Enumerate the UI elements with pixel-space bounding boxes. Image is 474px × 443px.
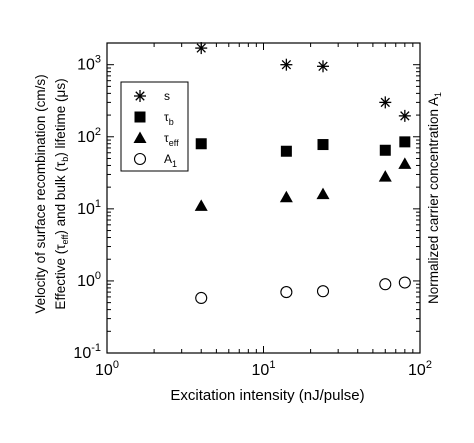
point-tau-b [379,144,391,156]
point-tau-b [317,139,329,151]
legend-box [120,81,189,172]
y-tick-label: 101 [77,198,101,218]
point-s [317,60,330,73]
point-tau-b [399,136,411,148]
point-s [195,42,208,55]
point-s-stroke [281,59,292,70]
point-A1 [316,285,330,298]
legend-marker-s [134,90,146,102]
point-tau-eff [279,190,293,203]
point-A1 [280,286,293,299]
y-axis-label-right: Normalized carrier concentration A1 [426,92,443,304]
point-A1 [398,276,411,289]
legend-label-A1: A1 [164,152,177,169]
point-tau-eff [378,170,392,182]
point-s-stroke [400,111,410,121]
point-tau-b [195,138,207,150]
legend-marker-A1 [133,152,147,166]
point-s [280,58,293,71]
legend-marker-s-stroke [135,91,145,101]
x-tick-label: 100 [95,359,119,379]
point-A1 [195,291,208,305]
y-tick-label: 102 [77,126,101,146]
point-s [379,96,392,109]
x-tick-label: 102 [408,359,432,379]
axis-ticks [106,42,420,354]
y-tick-label: 103 [77,54,101,74]
point-A1 [379,278,392,291]
point-s-stroke [196,43,206,53]
point-tau-eff [398,157,412,169]
legend-marker-tau-eff [133,131,147,143]
data-marks [194,42,412,305]
legend-label-tau-b: τb [164,110,174,127]
legend-label-s: s [164,89,170,103]
y-axis-label-line1: Velocity of surface recombination (cm/s) [33,74,48,313]
point-tau-eff [194,199,208,211]
legend-label-tau-eff: τeff [164,131,179,148]
point-tau-b [280,145,292,157]
point-tau-eff [316,187,330,200]
x-tick-label: 101 [252,359,276,379]
point-s [398,109,411,122]
point-s-stroke [318,61,328,72]
legend-marker-tau-b [134,111,146,123]
legend: s τb τeff A1 [120,81,189,172]
y-axis-label-line2: Effective (τeff) and bulk (τb) lifetime … [53,78,70,309]
x-axis-label: Excitation intensity (nJ/pulse) [170,387,364,404]
y-tick-label: 100 [77,270,101,290]
y-tick-label: 10-1 [73,342,101,362]
point-s-stroke [380,97,390,108]
